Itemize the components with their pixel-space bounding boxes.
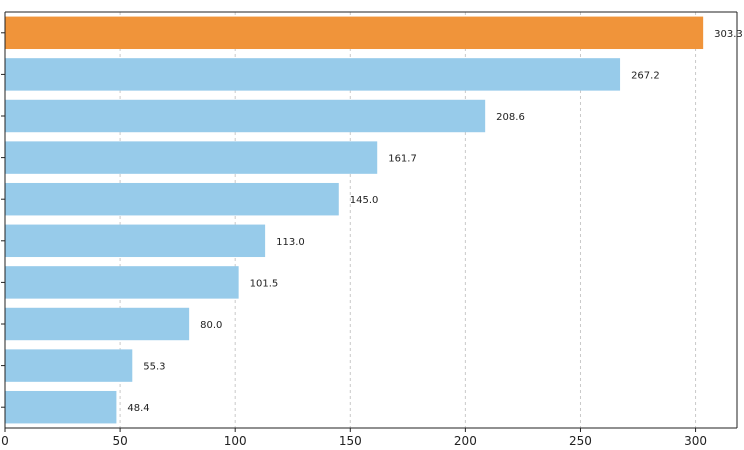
bar	[5, 307, 190, 341]
axes-layer: 0 50 100 150 200 250 300	[1, 11, 738, 448]
bar-value-label: 101.5	[250, 278, 279, 289]
bar	[5, 224, 266, 258]
bar-value-label: 55.3	[143, 362, 165, 373]
bar	[5, 266, 239, 299]
bar	[5, 58, 621, 91]
bar-value-label: 48.4	[127, 403, 149, 414]
x-tick-label: 300	[684, 434, 707, 448]
x-tick-label: 250	[569, 434, 592, 448]
x-tick-label: 100	[224, 434, 247, 448]
bar-value-label: 161.7	[388, 154, 417, 165]
bar-value-label: 80.0	[200, 320, 222, 331]
bars-layer	[5, 16, 704, 424]
bar-value-label: 113.0	[276, 237, 305, 248]
bar-value-label: 267.2	[631, 70, 660, 81]
bar	[5, 141, 378, 174]
highlighted-bar	[5, 16, 704, 50]
x-tick-label: 0	[1, 434, 9, 448]
x-tick-label: 200	[454, 434, 477, 448]
data-labels-layer: 303.3 267.2 208.6 161.7 145.0 113.0 101.5 80.0 5…	[127, 29, 742, 414]
bar	[5, 349, 133, 382]
bar	[5, 182, 339, 216]
bar	[5, 390, 117, 424]
bar-value-label: 208.6	[496, 112, 525, 123]
x-tick-label: 150	[339, 434, 362, 448]
bar-value-label: 303.3	[714, 29, 743, 40]
x-tick-label: 50	[112, 434, 127, 448]
bar	[5, 99, 486, 133]
bar-value-label: 145.0	[350, 195, 379, 206]
